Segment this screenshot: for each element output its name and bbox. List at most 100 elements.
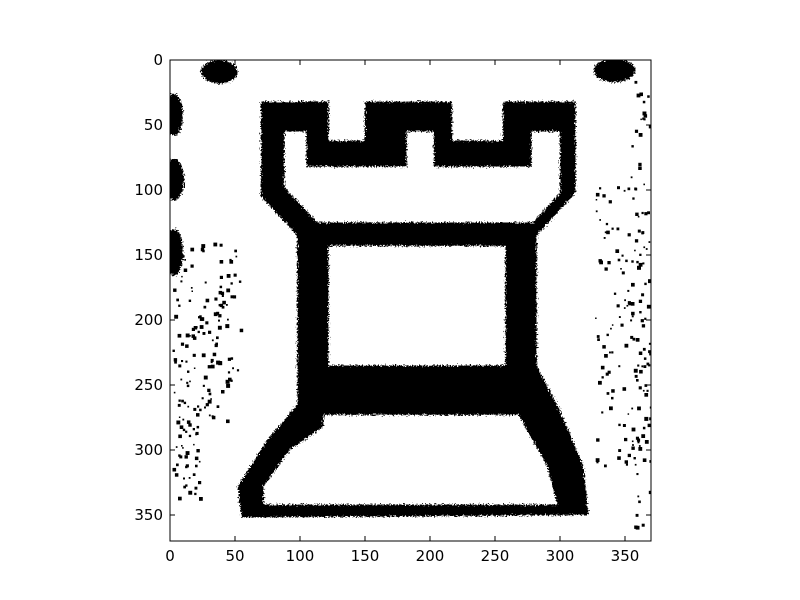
noise-speckle <box>611 389 615 393</box>
noise-speckle <box>178 496 182 501</box>
noise-speckle <box>595 317 597 319</box>
noise-speckle <box>214 343 218 348</box>
noise-speckle <box>173 358 178 362</box>
noise-speckle <box>186 420 191 424</box>
noise-speckle <box>205 298 210 303</box>
noise-speckle <box>643 118 646 121</box>
noise-speckle <box>221 390 225 394</box>
noise-speckle <box>604 354 608 358</box>
noise-speckle <box>213 312 218 317</box>
noise-speckle <box>193 326 198 330</box>
noise-speckle <box>229 260 234 264</box>
noise-speckle <box>198 481 202 485</box>
noise-speckle <box>641 365 644 368</box>
noise-speckle <box>635 338 640 342</box>
noise-speckle <box>216 405 220 408</box>
noise-speckle <box>185 360 188 363</box>
y-tick-label: 150 <box>134 246 163 264</box>
noise-speckle <box>609 351 611 354</box>
noise-speckle <box>599 219 601 221</box>
noise-speckle <box>595 199 598 201</box>
noise-speckle <box>177 333 182 338</box>
noise-speckle <box>643 365 647 368</box>
noise-speckle <box>173 288 177 292</box>
noise-speckle <box>606 230 610 235</box>
noise-speckle <box>187 405 190 408</box>
noise-speckle <box>191 327 195 331</box>
noise-speckle <box>211 339 214 342</box>
noise-speckle <box>602 194 606 198</box>
noise-speckle <box>176 463 179 467</box>
noise-speckle <box>648 342 651 345</box>
noise-speckle <box>180 280 183 283</box>
noise-speckle <box>642 426 646 430</box>
noise-speckle <box>644 212 648 216</box>
x-tick-label: 100 <box>286 547 315 565</box>
noise-speckle <box>634 249 636 252</box>
noise-speckle <box>644 317 647 320</box>
noise-speckle <box>643 357 647 360</box>
x-tick-label: 50 <box>225 547 244 565</box>
noise-speckle <box>188 423 192 427</box>
noise-speckle <box>215 342 218 346</box>
noise-speckle <box>194 492 197 496</box>
noise-speckle <box>232 367 234 370</box>
noise-speckle <box>232 295 237 299</box>
noise-speckle <box>186 384 190 388</box>
y-tick-label: 300 <box>134 441 163 459</box>
noise-speckle <box>642 389 645 392</box>
noise-speckle <box>233 273 237 277</box>
noise-speckle <box>194 486 198 490</box>
noise-speckle <box>220 291 225 295</box>
noise-speckle <box>616 304 620 308</box>
noise-speckle <box>175 446 178 448</box>
noise-speckle <box>226 419 230 424</box>
noise-speckle <box>196 449 200 453</box>
noise-speckle <box>643 183 645 186</box>
noise-speckle <box>181 360 184 363</box>
noise-speckle <box>624 460 628 464</box>
noise-speckle <box>648 350 651 354</box>
noise-speckle <box>636 473 639 476</box>
noise-speckle <box>617 258 621 262</box>
noise-speckle <box>636 260 639 264</box>
noise-speckle <box>216 360 221 365</box>
noise-speckle <box>632 444 634 446</box>
noise-speckle <box>617 186 620 190</box>
noise-speckle <box>631 427 636 432</box>
noise-speckle <box>641 211 644 215</box>
noise-speckle <box>219 303 224 308</box>
rook-image <box>170 60 636 518</box>
noise-speckle <box>198 316 201 319</box>
noise-speckle <box>646 362 650 366</box>
noise-speckle <box>627 233 631 237</box>
noise-speckle <box>618 365 621 368</box>
noise-speckle <box>634 80 638 84</box>
noise-speckle <box>174 360 177 364</box>
noise-speckle <box>638 447 643 451</box>
noise-speckle <box>628 302 632 306</box>
noise-speckle <box>641 434 646 438</box>
noise-speckle <box>221 305 225 309</box>
noise-speckle <box>210 398 212 400</box>
noise-speckle <box>229 258 232 262</box>
noise-speckle <box>643 114 648 118</box>
noise-speckle <box>642 100 646 104</box>
noise-speckle <box>601 411 604 414</box>
noise-speckle <box>183 401 187 405</box>
y-tick-label: 350 <box>134 506 163 524</box>
noise-speckle <box>192 336 197 340</box>
noise-speckle <box>227 318 229 321</box>
noise-speckle <box>636 438 641 442</box>
noise-speckle <box>191 290 193 292</box>
noise-speckle <box>635 513 639 517</box>
noise-speckle <box>221 294 224 297</box>
noise-speckle <box>618 423 621 427</box>
noise-speckle <box>609 406 613 411</box>
noise-speckle <box>185 333 190 338</box>
noise-speckle <box>642 262 645 265</box>
noise-speckle <box>188 490 193 495</box>
noise-blob-top-right <box>593 60 636 83</box>
noise-speckle <box>184 259 186 261</box>
noise-speckle <box>645 248 648 250</box>
